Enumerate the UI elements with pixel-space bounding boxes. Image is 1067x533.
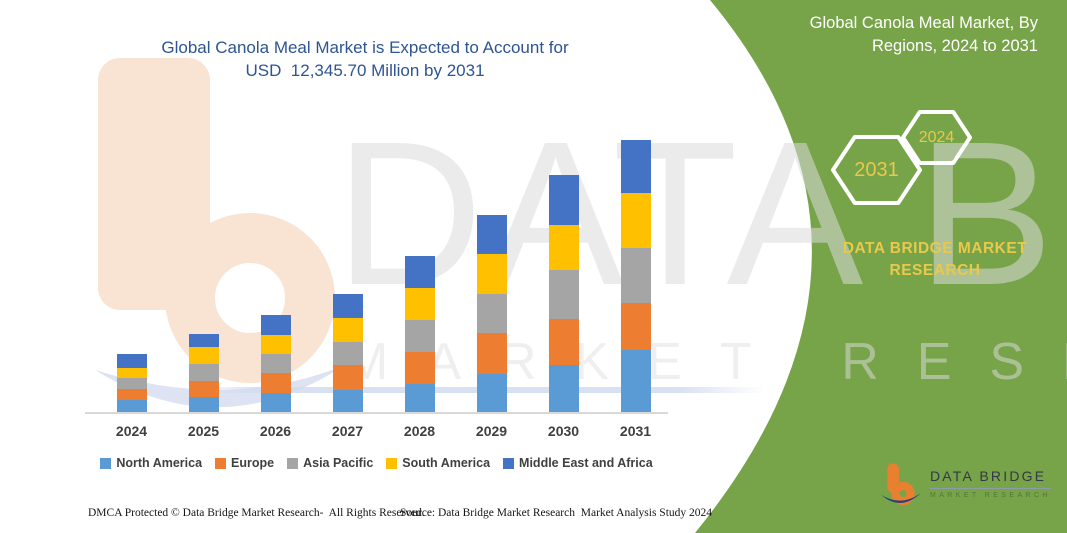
legend-swatch xyxy=(287,457,299,469)
x-axis-label-2024: 2024 xyxy=(115,423,148,439)
legend-label: South America xyxy=(402,456,491,470)
hexagon-2031-label: 2031 xyxy=(854,159,899,181)
bar-segment-2025-middle-east-and-africa xyxy=(188,334,219,348)
bar-segment-2028-north-america xyxy=(404,383,435,413)
data-bridge-logo: DATA BRIDGE MARKET RESEARCH xyxy=(880,462,1051,510)
hexagon-2024-outline xyxy=(901,110,972,165)
bar-segment-2030-asia-pacific xyxy=(548,270,579,319)
bar-segment-2029-south-america xyxy=(476,253,507,294)
bar-segment-2030-middle-east-and-africa xyxy=(548,175,579,225)
chart-headline-line2: USD 12,345.70 Million by 2031 xyxy=(245,61,485,80)
bar-segment-2030-south-america xyxy=(548,224,579,271)
x-axis-label-2025: 2025 xyxy=(187,423,220,439)
x-axis-baseline xyxy=(85,412,668,414)
legend-item-europe: Europe xyxy=(215,456,274,470)
logo-brand-text: DATA BRIDGE xyxy=(930,468,1051,489)
legend-item-middle-east-and-africa: Middle East and Africa xyxy=(503,456,653,470)
legend-item-south-america: South America xyxy=(386,456,490,470)
bar-segment-2025-europe xyxy=(188,381,219,398)
legend-label: Middle East and Africa xyxy=(519,456,653,470)
legend-label: Asia Pacific xyxy=(303,456,374,470)
bar-segment-2031-north-america xyxy=(620,349,651,413)
bar-segment-2031-south-america xyxy=(620,193,651,248)
logo-b-icon xyxy=(881,463,921,506)
bar-segment-2027-europe xyxy=(332,364,363,390)
bar-segment-2025-asia-pacific xyxy=(188,364,219,382)
x-axis-label-2027: 2027 xyxy=(331,423,364,439)
legend-label: Europe xyxy=(231,456,275,470)
bar-segment-2024-middle-east-and-africa xyxy=(116,353,147,368)
footer-dmca-text: DMCA Protected © Data Bridge Market Rese… xyxy=(88,507,425,519)
x-axis-label-2030: 2030 xyxy=(547,423,580,439)
panel-brand-text: DATA BRIDGE MARKET RESEARCH xyxy=(828,238,1042,282)
bar-segment-2028-europe xyxy=(404,351,435,384)
legend-label: North America xyxy=(116,456,203,470)
bar-segment-2025-south-america xyxy=(188,347,219,364)
bar-segment-2027-north-america xyxy=(332,389,363,413)
bar-segment-2025-north-america xyxy=(188,397,219,413)
hexagon-2024-label: 2024 xyxy=(918,129,955,146)
panel-brand-line1: DATA BRIDGE MARKET xyxy=(842,240,1028,257)
bar-segment-2027-middle-east-and-africa xyxy=(332,294,363,319)
bar-segment-2027-asia-pacific xyxy=(332,342,363,365)
bar-segment-2026-south-america xyxy=(260,334,291,355)
bar-segment-2026-europe xyxy=(260,373,291,393)
footer-source-text: Source: Data Bridge Market Research Mark… xyxy=(400,507,713,519)
chart-headline-line1: Global Canola Meal Market is Expected to… xyxy=(161,38,569,57)
bar-segment-2031-europe xyxy=(620,302,651,350)
legend-swatch xyxy=(503,457,515,469)
x-axis-label-2029: 2029 xyxy=(475,423,508,439)
bar-segment-2031-middle-east-and-africa xyxy=(620,139,651,193)
bar-segment-2027-south-america xyxy=(332,318,363,342)
green-panel-shape xyxy=(695,0,1067,533)
legend-swatch xyxy=(386,457,398,469)
logo-sub-text: MARKET RESEARCH xyxy=(930,492,1051,499)
bar-segment-2029-europe xyxy=(476,332,507,374)
hexagon-badges xyxy=(831,110,972,205)
bar-segment-2026-middle-east-and-africa xyxy=(260,314,291,335)
hexagon-2031-outline xyxy=(831,135,922,205)
bar-segment-2024-asia-pacific xyxy=(116,377,147,389)
bar-segment-2031-asia-pacific xyxy=(620,248,651,303)
legend-item-asia-pacific: Asia Pacific xyxy=(287,456,373,470)
bar-segment-2026-north-america xyxy=(260,393,291,413)
panel-title: Global Canola Meal Market, By Regions, 2… xyxy=(748,12,1038,58)
bar-segment-2024-europe xyxy=(116,388,147,401)
bar-segment-2026-asia-pacific xyxy=(260,354,291,373)
panel-title-line1: Global Canola Meal Market, By xyxy=(809,14,1038,32)
legend-swatch xyxy=(100,457,112,469)
x-axis-label-2031: 2031 xyxy=(619,423,652,439)
bar-segment-2030-north-america xyxy=(548,365,579,413)
bar-segment-2028-middle-east-and-africa xyxy=(404,256,435,288)
legend-item-north-america: North America xyxy=(100,456,202,470)
bar-segment-2030-europe xyxy=(548,318,579,366)
legend-swatch xyxy=(215,457,227,469)
chart-headline: Global Canola Meal Market is Expected to… xyxy=(85,36,645,82)
panel-brand-line2: RESEARCH xyxy=(889,262,981,279)
bar-segment-2028-south-america xyxy=(404,287,435,320)
x-axis-label-2026: 2026 xyxy=(259,423,292,439)
bar-segment-2029-middle-east-and-africa xyxy=(476,214,507,254)
bar-segment-2024-south-america xyxy=(116,367,147,378)
bar-segment-2028-asia-pacific xyxy=(404,319,435,352)
bar-segment-2029-north-america xyxy=(476,373,507,413)
chart-legend: North America Europe Asia Pacific South Ame… xyxy=(85,456,668,470)
panel-title-line2: Regions, 2024 to 2031 xyxy=(871,37,1038,55)
x-axis-label-2028: 2028 xyxy=(403,423,436,439)
bar-segment-2029-asia-pacific xyxy=(476,293,507,333)
